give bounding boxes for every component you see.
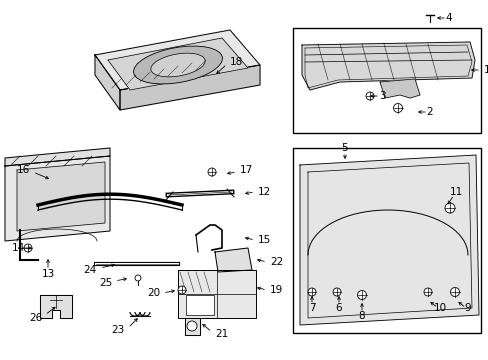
Text: 1: 1	[483, 65, 488, 75]
Text: 21: 21	[215, 329, 228, 339]
Polygon shape	[17, 162, 105, 231]
Polygon shape	[40, 295, 72, 318]
Bar	[292, 148, 480, 333]
Ellipse shape	[133, 46, 222, 84]
Polygon shape	[95, 55, 120, 110]
Circle shape	[393, 104, 402, 112]
Text: 5: 5	[341, 143, 347, 153]
Text: 24: 24	[82, 265, 96, 275]
Text: 11: 11	[448, 187, 462, 197]
Text: 10: 10	[432, 303, 446, 313]
Polygon shape	[95, 30, 260, 90]
Circle shape	[365, 92, 373, 100]
Text: 26: 26	[29, 313, 42, 323]
Text: 2: 2	[426, 107, 432, 117]
Circle shape	[449, 288, 459, 297]
Polygon shape	[108, 38, 247, 90]
Text: 9: 9	[464, 303, 470, 313]
Bar	[292, 28, 480, 133]
Text: 15: 15	[258, 235, 271, 245]
Text: 7: 7	[308, 303, 315, 313]
Polygon shape	[120, 65, 260, 110]
Polygon shape	[299, 155, 478, 325]
Circle shape	[24, 244, 32, 252]
Circle shape	[423, 288, 431, 296]
Circle shape	[178, 286, 185, 294]
Text: 19: 19	[269, 285, 283, 295]
Text: 13: 13	[41, 269, 55, 279]
Circle shape	[207, 168, 216, 176]
Circle shape	[444, 203, 454, 213]
Circle shape	[332, 288, 340, 296]
Polygon shape	[215, 248, 251, 272]
Ellipse shape	[150, 53, 205, 77]
Polygon shape	[5, 156, 110, 241]
Text: 25: 25	[99, 278, 112, 288]
Text: 18: 18	[229, 57, 243, 67]
Text: 22: 22	[269, 257, 283, 267]
Polygon shape	[184, 318, 200, 335]
Polygon shape	[302, 42, 474, 90]
Bar	[185, 295, 214, 315]
Circle shape	[135, 275, 141, 281]
Text: 16: 16	[17, 165, 30, 175]
Bar	[178, 270, 256, 318]
Text: 23: 23	[112, 325, 125, 335]
Text: 17: 17	[240, 165, 253, 175]
Polygon shape	[379, 79, 419, 98]
Polygon shape	[5, 148, 110, 166]
Text: 8: 8	[358, 311, 365, 321]
Text: 6: 6	[335, 303, 342, 313]
Text: 12: 12	[258, 187, 271, 197]
Circle shape	[186, 321, 197, 331]
Text: 3: 3	[378, 91, 385, 101]
Circle shape	[307, 288, 315, 296]
Text: 20: 20	[146, 288, 160, 298]
Text: 4: 4	[445, 13, 451, 23]
Text: 14: 14	[11, 243, 24, 253]
Circle shape	[357, 291, 366, 300]
